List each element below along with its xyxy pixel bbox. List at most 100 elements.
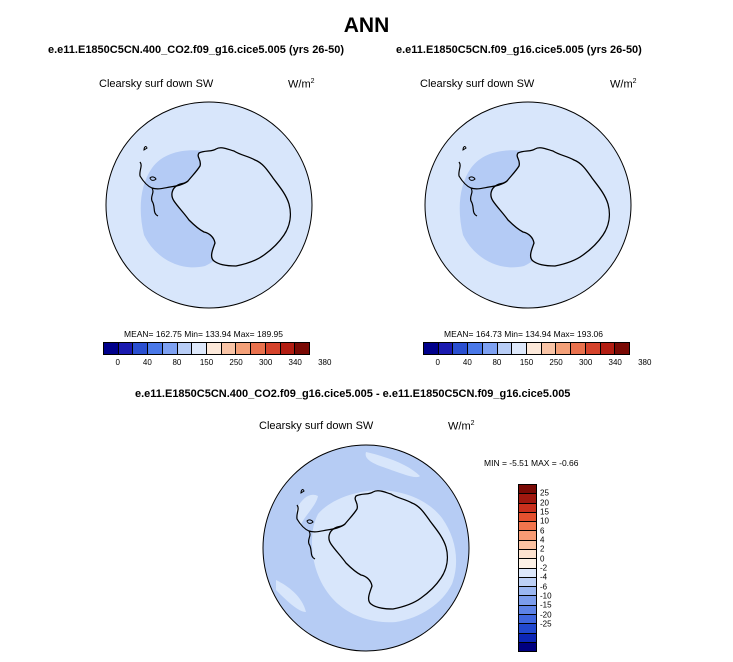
left-colorbar-label: 80 — [172, 358, 182, 367]
left-variable-label: Clearsky surf down SW — [99, 78, 214, 90]
left-colorbar-label: 250 — [229, 358, 243, 367]
left-colorbar-label: 300 — [258, 358, 273, 367]
diff-colorbar-swatch — [519, 485, 536, 495]
diff-colorbar-swatch — [519, 587, 536, 597]
right-colorbar-swatch — [468, 343, 483, 354]
right-colorbar-label: 340 — [608, 358, 622, 367]
diff-antarctica-coastline — [328, 490, 448, 610]
diff-colorbar-label: 6 — [540, 526, 545, 536]
diff-colorbar-label: 10 — [540, 516, 549, 526]
left-colorbar-swatch — [207, 343, 222, 354]
diff-colorbar-label: -25 — [540, 619, 552, 629]
diff-colorbar-label: -10 — [540, 591, 552, 601]
left-colorbar-label: 150 — [199, 358, 214, 367]
diff-colorbar-swatch — [519, 642, 536, 652]
right-colorbar-label: 0 — [435, 358, 441, 367]
left-colorbar-swatch — [118, 343, 134, 354]
diff-map-border — [262, 444, 470, 652]
right-colorbar-swatch — [512, 343, 528, 354]
right-colorbar-label: 150 — [519, 358, 534, 367]
left-colorbar-swatch — [104, 343, 119, 354]
left-colorbar-label: 0 — [115, 358, 121, 367]
left-unit-label: W/m2 — [288, 78, 315, 91]
left-colorbar-swatch — [148, 343, 163, 354]
right-peninsula — [458, 161, 508, 217]
diff-colorbar-swatch — [519, 624, 536, 634]
right-unit-label: W/m2 — [610, 78, 637, 91]
left-colorbar-swatch — [280, 343, 296, 354]
right-colorbar-swatch — [585, 343, 601, 354]
left-peninsula — [139, 161, 189, 217]
diff-colorbar-swatch — [519, 577, 536, 588]
right-colorbar-swatch — [615, 343, 630, 354]
left-colorbar-swatch — [192, 343, 208, 354]
right-colorbar — [423, 342, 630, 355]
right-colorbar-label: 40 — [462, 358, 472, 367]
diff-colorbar-label: -2 — [540, 563, 548, 573]
diff-colorbar-swatch — [519, 531, 536, 541]
left-colorbar-label: 340 — [288, 358, 302, 367]
diff-colorbar-swatch — [519, 549, 536, 560]
left-colorbar-swatch — [295, 343, 310, 354]
right-map-border — [424, 101, 632, 309]
right-colorbar-swatch — [600, 343, 616, 354]
right-colorbar-swatch — [541, 343, 557, 354]
diff-colorbar-swatch — [519, 559, 536, 569]
diff-colorbar-swatch — [519, 596, 536, 606]
left-antarctica-coastline — [171, 147, 291, 267]
diff-colorbar-swatch — [519, 522, 536, 532]
left-map-border — [105, 101, 313, 309]
diff-colorbar-label: 25 — [540, 488, 549, 498]
right-colorbar-swatch — [438, 343, 454, 354]
diff-case-title: e.e11.E1850C5CN.400_CO2.f09_g16.cice5.00… — [135, 388, 571, 400]
right-colorbar-swatch — [453, 343, 469, 354]
diff-unit-label: W/m2 — [448, 420, 475, 433]
diff-colorbar-swatch — [519, 540, 536, 550]
diff-colorbar-label: -20 — [540, 610, 552, 620]
diff-colorbar-swatch — [519, 605, 536, 615]
right-colorbar-swatch — [482, 343, 498, 354]
right-island — [462, 146, 476, 181]
diff-colorbar-label: -15 — [540, 600, 552, 610]
left-colorbar-swatch — [221, 343, 237, 354]
left-colorbar-swatch — [236, 343, 252, 354]
diff-variable-label: Clearsky surf down SW — [259, 420, 374, 432]
right-colorbar-swatch — [497, 343, 513, 354]
left-colorbar-swatch — [133, 343, 149, 354]
diff-peninsula — [296, 504, 346, 560]
right-case-title: e.e11.E1850C5CN.f09_g16.cice5.005 (yrs 2… — [396, 44, 642, 56]
diff-colorbar-swatch — [519, 512, 536, 523]
right-colorbar-swatch — [527, 343, 542, 354]
figure-title: ANN — [343, 14, 390, 37]
left-colorbar-swatch — [177, 343, 193, 354]
diff-colorbar-swatch — [519, 568, 536, 578]
diff-colorbar-label: 20 — [540, 498, 549, 508]
right-variable-label: Clearsky surf down SW — [420, 78, 535, 90]
left-colorbar-swatch — [265, 343, 281, 354]
right-stats: MEAN= 164.73 Min= 134.94 Max= 193.06 — [444, 329, 604, 339]
left-colorbar — [103, 342, 310, 355]
diff-colorbar-label: -6 — [540, 582, 548, 592]
left-colorbar-swatch — [162, 343, 178, 354]
diff-colorbar-swatch — [519, 614, 536, 625]
left-colorbar-swatch — [251, 343, 266, 354]
right-colorbar-label: 300 — [578, 358, 593, 367]
left-island — [143, 146, 157, 181]
diff-colorbar-label: -4 — [540, 572, 548, 582]
left-colorbar-label: 40 — [142, 358, 152, 367]
right-colorbar-swatch — [556, 343, 572, 354]
right-colorbar-label: 250 — [549, 358, 563, 367]
diff-colorbar-label: 15 — [540, 507, 549, 517]
diff-colorbar-label: 0 — [540, 554, 545, 564]
right-colorbar-label: 380 — [638, 358, 652, 367]
diff-colorbar-label: 2 — [540, 544, 545, 554]
diff-colorbar-label: 4 — [540, 535, 545, 545]
right-antarctica-coastline — [490, 147, 610, 267]
left-stats: MEAN= 162.75 Min= 133.94 Max= 189.95 — [124, 329, 284, 339]
diff-stats: MIN = -5.51 MAX = -0.66 — [484, 458, 579, 468]
diff-colorbar — [518, 484, 537, 652]
left-colorbar-label: 380 — [318, 358, 332, 367]
